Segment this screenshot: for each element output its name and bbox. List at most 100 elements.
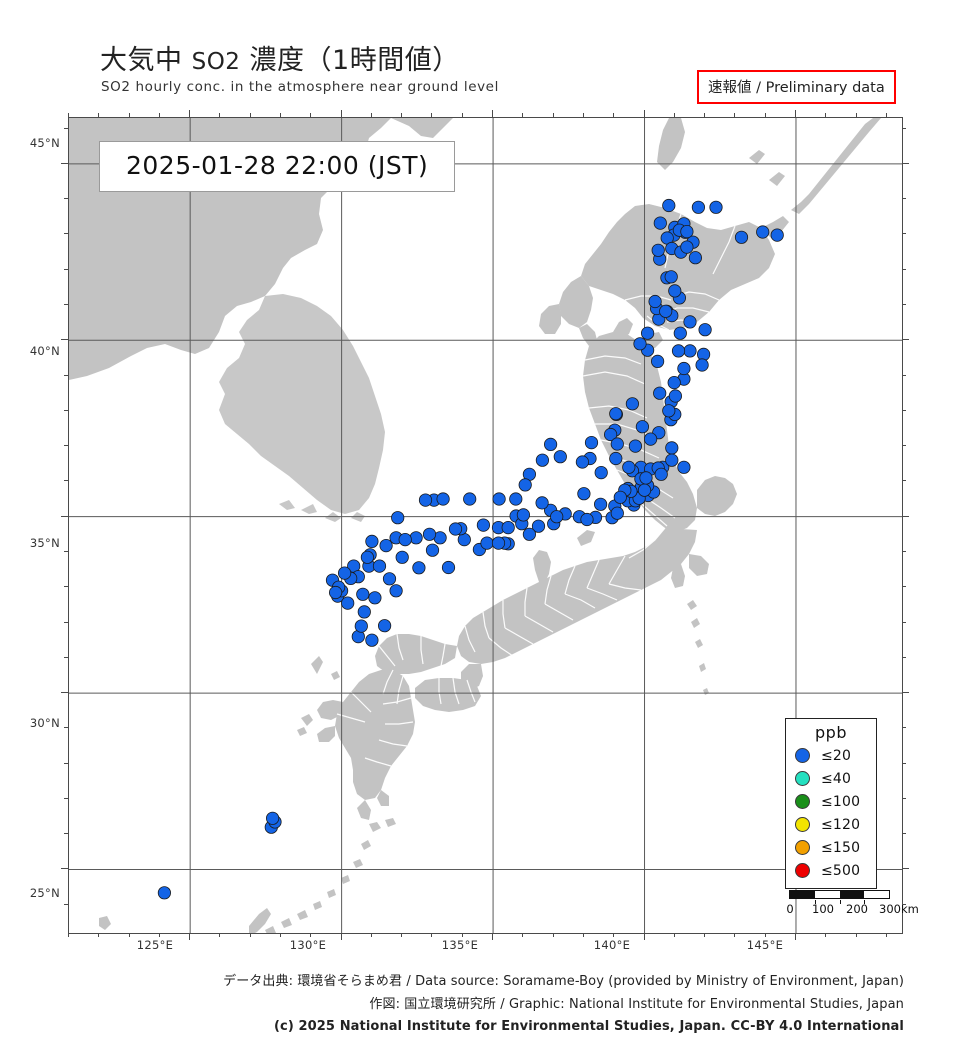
legend-item-150[interactable]: ≤150 xyxy=(786,836,876,859)
legend-item-500[interactable]: ≤500 xyxy=(786,859,876,882)
station-marker[interactable] xyxy=(531,519,546,533)
station-marker[interactable] xyxy=(662,198,676,213)
legend-panel[interactable]: ppb ≤20 ≤40 ≤100 ≤120 ≤150 ≤500 xyxy=(785,718,877,889)
station-marker[interactable] xyxy=(637,483,652,497)
station-marker[interactable] xyxy=(654,467,668,481)
station-marker[interactable] xyxy=(337,566,352,580)
station-marker[interactable] xyxy=(668,284,682,298)
station-marker[interactable] xyxy=(628,439,643,453)
station-marker[interactable] xyxy=(522,527,536,541)
station-marker[interactable] xyxy=(457,532,471,547)
station-marker[interactable] xyxy=(535,496,549,510)
station-marker[interactable] xyxy=(664,270,678,284)
station-marker[interactable] xyxy=(709,200,723,214)
station-marker[interactable] xyxy=(770,228,784,242)
station-marker[interactable] xyxy=(377,619,392,633)
station-marker[interactable] xyxy=(584,435,599,450)
station-marker[interactable] xyxy=(665,453,679,467)
station-marker[interactable] xyxy=(639,471,653,485)
station-marker[interactable] xyxy=(577,487,591,501)
station-marker[interactable] xyxy=(341,596,355,610)
station-marker[interactable] xyxy=(356,587,370,601)
station-marker[interactable] xyxy=(379,538,393,553)
station-marker[interactable] xyxy=(635,420,650,434)
station-marker[interactable] xyxy=(354,619,368,633)
station-marker[interactable] xyxy=(610,437,624,451)
station-marker[interactable] xyxy=(463,492,477,506)
station-marker[interactable] xyxy=(365,534,379,548)
station-marker[interactable] xyxy=(550,510,564,524)
station-marker[interactable] xyxy=(756,225,770,239)
station-marker[interactable] xyxy=(665,441,679,455)
station-marker[interactable] xyxy=(382,572,397,586)
station-marker[interactable] xyxy=(668,389,683,403)
station-marker[interactable] xyxy=(653,216,667,230)
station-marker[interactable] xyxy=(389,584,403,598)
station-marker[interactable] xyxy=(492,492,506,506)
station-marker[interactable] xyxy=(695,358,709,372)
station-marker[interactable] xyxy=(372,559,387,573)
legend-item-120[interactable]: ≤120 xyxy=(786,813,876,836)
legend-item-20[interactable]: ≤20 xyxy=(786,744,876,767)
station-marker[interactable] xyxy=(677,361,691,376)
station-marker[interactable] xyxy=(633,337,647,351)
station-marker[interactable] xyxy=(609,451,623,466)
station-marker[interactable] xyxy=(640,326,655,340)
station-marker[interactable] xyxy=(398,532,412,547)
station-marker[interactable] xyxy=(516,508,530,522)
station-marker[interactable] xyxy=(625,397,640,411)
station-marker[interactable] xyxy=(580,512,594,527)
station-marker[interactable] xyxy=(593,497,608,511)
station-marker[interactable] xyxy=(650,354,665,368)
station-marker[interactable] xyxy=(688,251,703,265)
station-marker[interactable] xyxy=(535,453,549,467)
station-marker[interactable] xyxy=(651,243,665,257)
legend-item-100[interactable]: ≤100 xyxy=(786,790,876,813)
station-marker[interactable] xyxy=(436,492,450,506)
station-marker[interactable] xyxy=(518,478,532,492)
station-marker[interactable] xyxy=(691,200,706,214)
map-canvas[interactable] xyxy=(68,117,903,934)
station-marker[interactable] xyxy=(425,543,440,557)
station-marker[interactable] xyxy=(734,230,749,244)
legend-item-40[interactable]: ≤40 xyxy=(786,767,876,790)
station-marker[interactable] xyxy=(491,536,506,550)
station-marker[interactable] xyxy=(680,225,694,239)
station-marker[interactable] xyxy=(575,455,590,469)
station-marker[interactable] xyxy=(418,493,433,507)
station-marker[interactable] xyxy=(441,560,456,575)
station-marker[interactable] xyxy=(412,561,426,575)
station-marker[interactable] xyxy=(610,506,624,520)
station-marker[interactable] xyxy=(622,460,636,474)
station-marker[interactable] xyxy=(594,465,608,480)
station-marker[interactable] xyxy=(553,450,567,464)
station-marker[interactable] xyxy=(395,550,409,564)
station-marker[interactable] xyxy=(643,432,658,446)
station-marker[interactable] xyxy=(480,536,494,550)
station-marker[interactable] xyxy=(603,427,618,442)
station-marker[interactable] xyxy=(680,240,694,254)
station-marker[interactable] xyxy=(609,407,623,421)
station-marker[interactable] xyxy=(543,437,558,451)
station-marker[interactable] xyxy=(422,527,437,541)
station-marker[interactable] xyxy=(667,375,681,390)
station-marker[interactable] xyxy=(673,326,687,340)
station-marker[interactable] xyxy=(360,550,374,564)
station-marker[interactable] xyxy=(653,386,667,400)
station-marker[interactable] xyxy=(509,492,523,506)
station-marker[interactable] xyxy=(698,323,712,337)
station-marker[interactable] xyxy=(683,315,697,329)
station-marker[interactable] xyxy=(659,304,673,318)
station-marker[interactable] xyxy=(157,886,172,900)
station-marker[interactable] xyxy=(391,511,405,525)
station-marker[interactable] xyxy=(409,531,423,545)
station-marker[interactable] xyxy=(365,633,379,647)
station-marker[interactable] xyxy=(677,460,691,474)
station-marker[interactable] xyxy=(448,522,463,536)
station-marker[interactable] xyxy=(266,811,280,825)
station-marker[interactable] xyxy=(501,520,515,535)
station-marker[interactable] xyxy=(671,344,686,358)
station-marker[interactable] xyxy=(328,585,343,600)
station-marker[interactable] xyxy=(368,591,382,605)
station-marker[interactable] xyxy=(357,605,371,619)
